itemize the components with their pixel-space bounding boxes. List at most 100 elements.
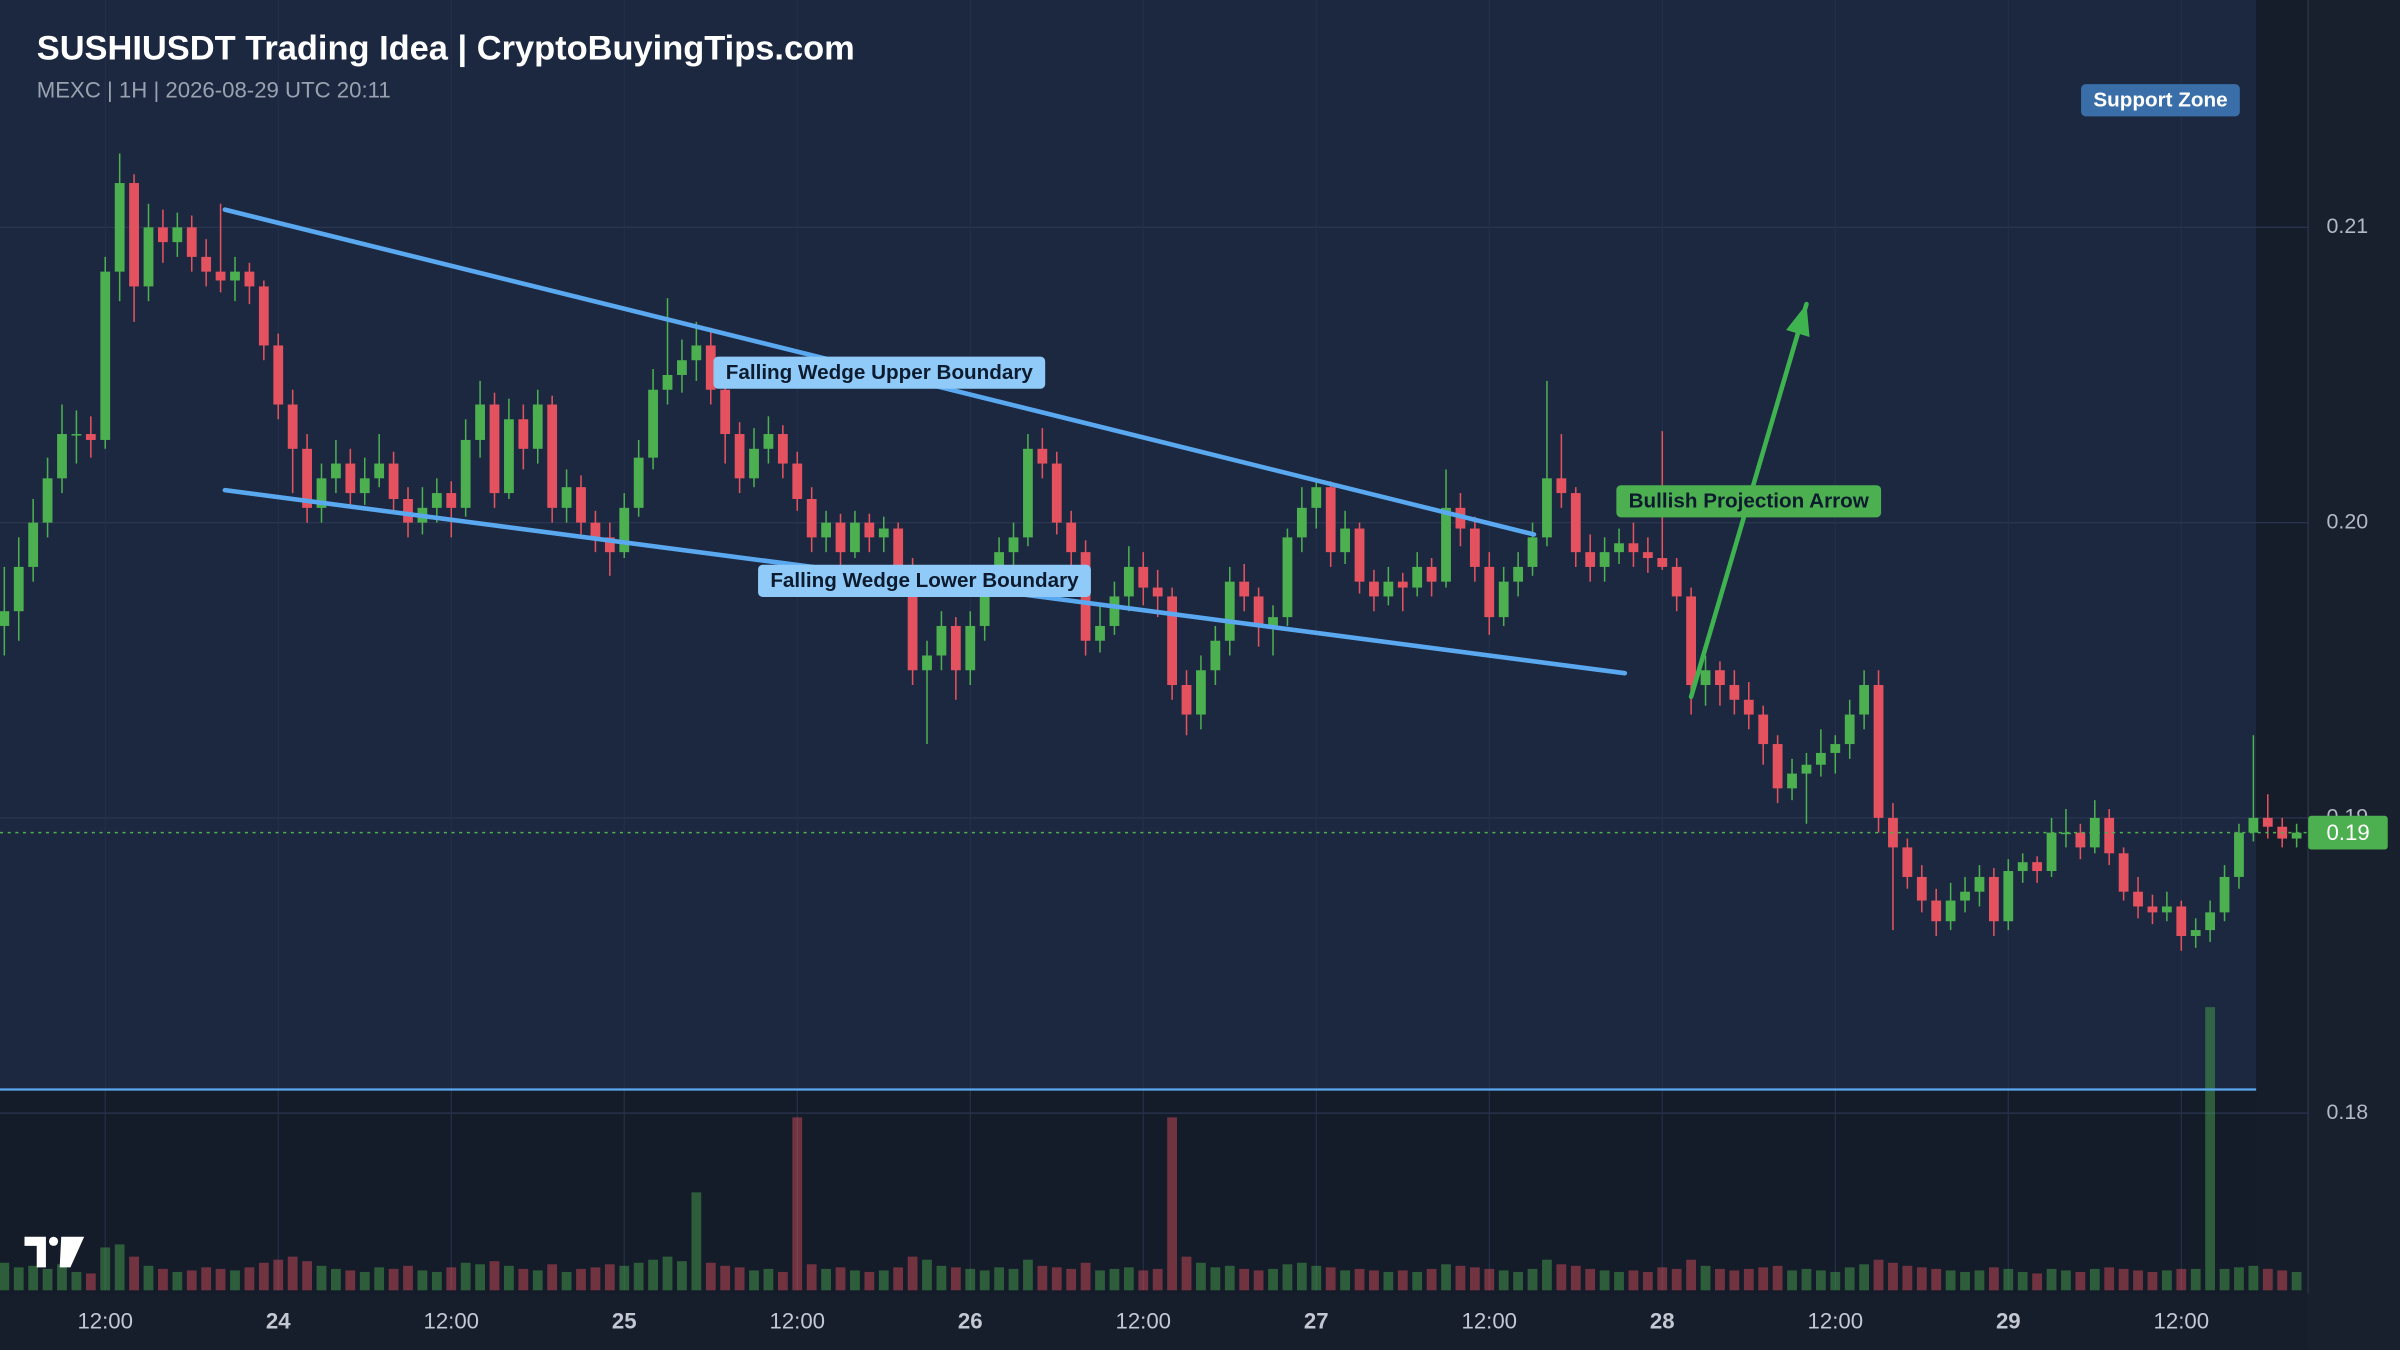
candle-body [1960, 891, 1970, 901]
candle-body [1801, 764, 1812, 774]
volume-bar [1311, 1265, 1322, 1291]
volume-bar [1354, 1268, 1365, 1291]
candle-body [1498, 581, 1509, 618]
candle-body [1859, 685, 1870, 715]
candle-body [547, 404, 558, 508]
candle-body [1484, 566, 1495, 618]
y-tick-label: 0.20 [2327, 509, 2369, 533]
annotation-label: Falling Wedge Upper Boundary [713, 356, 1046, 389]
candle-body [1037, 448, 1048, 464]
candle-body [619, 507, 630, 553]
candle-body [331, 463, 341, 479]
volume-bar [100, 1247, 111, 1291]
x-tick-label: 12:00 [77, 1308, 133, 1333]
candle-body [2205, 912, 2216, 931]
x-tick-label: 12:00 [1116, 1308, 1172, 1333]
annotation-label: Bullish Projection Arrow [1616, 485, 1882, 518]
candle-body [1945, 900, 1956, 922]
volume-bar [1412, 1271, 1423, 1291]
candle-body [2032, 862, 2043, 872]
candle-body [158, 227, 168, 243]
logo-part [59, 1236, 85, 1268]
candle-body [460, 439, 471, 508]
candle-body [1772, 744, 1783, 789]
volume-bar [1268, 1268, 1278, 1291]
candle-body [57, 434, 67, 479]
volume-bar [302, 1261, 312, 1291]
volume-bar [417, 1270, 428, 1291]
volume-bar [475, 1264, 485, 1291]
candle-body [201, 256, 212, 272]
candle-body [1570, 493, 1581, 553]
volume-bar [1426, 1268, 1437, 1291]
candle-body [1787, 773, 1797, 789]
candle-body [1426, 566, 1437, 582]
volume-bar [1498, 1270, 1509, 1291]
volume-bar [403, 1265, 413, 1291]
volume-bar [388, 1268, 399, 1291]
candle-body [1325, 487, 1336, 553]
volume-bar [1167, 1117, 1178, 1291]
candle-body [1023, 448, 1033, 538]
candles [0, 153, 2302, 951]
volume-bar [1974, 1270, 1985, 1291]
volume-bar [1902, 1265, 1913, 1291]
candle-body [114, 183, 125, 272]
volume-bar [1628, 1270, 1639, 1291]
volume-bar [1570, 1265, 1581, 1291]
candle-body [0, 611, 10, 626]
candle-body [1542, 478, 1552, 538]
candle-body [691, 345, 702, 361]
candle-body [720, 389, 731, 435]
volume-bar [1888, 1262, 1898, 1291]
volume-bar [1469, 1267, 1480, 1291]
axes: 0.18 0.19 0.20 0.21 12:00 24 12:00 25 12:00 26 12:… [77, 214, 2388, 1333]
volume-bars [0, 1007, 2302, 1291]
volume-bar [331, 1268, 341, 1291]
volume-bar [1916, 1267, 1927, 1291]
volume-bar [2190, 1268, 2201, 1291]
candle-body [374, 463, 385, 479]
volume-bar [1700, 1265, 1711, 1291]
candle-body [129, 183, 139, 287]
volume-bar [2291, 1271, 2302, 1291]
candle-body [532, 404, 543, 449]
candle-body [13, 566, 24, 612]
volume-bar [1527, 1268, 1538, 1291]
volume-bar [1614, 1271, 1624, 1291]
volume-bar [1253, 1270, 1264, 1291]
logo-part [24, 1236, 46, 1268]
volume-bar [1988, 1267, 1999, 1291]
volume-bar [489, 1261, 500, 1291]
candle-body [2104, 817, 2115, 854]
candle-body [1383, 581, 1394, 597]
volume-bar [1715, 1268, 1725, 1291]
chart-title: SUSHIUSDT Trading Idea | CryptoBuyingTip… [37, 30, 855, 68]
candle-body [1109, 596, 1120, 626]
volume-bar [13, 1267, 24, 1291]
candle-body [1340, 528, 1351, 553]
volume-bar [1152, 1268, 1163, 1291]
volume-bar [777, 1271, 788, 1291]
volume-bar [2075, 1271, 2086, 1291]
volume-bar [532, 1270, 543, 1291]
volume-bar [1787, 1270, 1797, 1291]
candle-body [1585, 552, 1596, 567]
volume-bar [504, 1265, 514, 1291]
label-box [713, 356, 1046, 389]
volume-bar [677, 1261, 687, 1291]
x-tick-label: 12:00 [769, 1308, 825, 1333]
candle-body [85, 434, 96, 440]
volume-bar [619, 1265, 630, 1291]
x-tick-label: 29 [1996, 1308, 2021, 1333]
candle-body [705, 345, 716, 390]
volume-bar [1051, 1267, 1062, 1291]
candle-body [1441, 507, 1451, 582]
candle-body [1123, 566, 1134, 597]
volume-bar [648, 1259, 658, 1291]
volume-bar [561, 1271, 572, 1291]
candle-body [2046, 832, 2057, 872]
volume-bar [0, 1262, 10, 1291]
candle-body [2234, 832, 2244, 877]
